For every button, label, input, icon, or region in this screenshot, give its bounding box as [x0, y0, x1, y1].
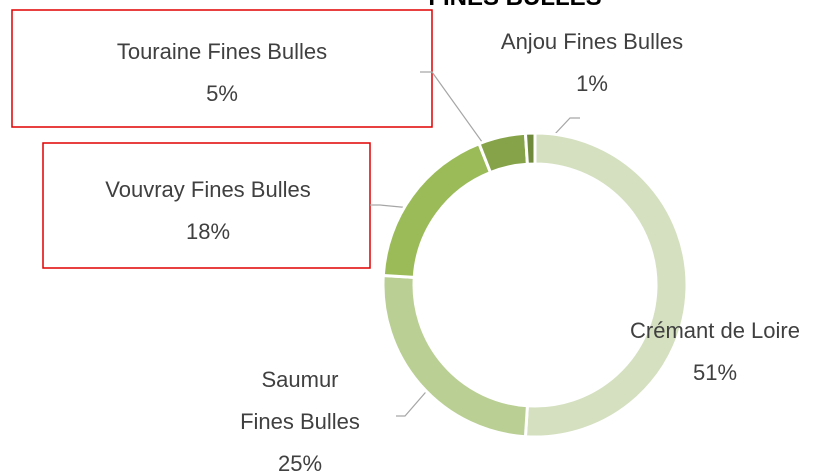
label-box [11, 9, 433, 128]
category-label: Anjou Fines Bulles [500, 29, 684, 54]
donut-segment [523, 131, 537, 166]
category-label: Vouvray Fines Bulles [105, 177, 311, 202]
category-label: Saumur Fines Bulles [240, 367, 360, 434]
data-label: Touraine Fines Bulles 5% [22, 31, 422, 115]
category-label: Crémant de Loire [630, 318, 800, 343]
donut-segment [381, 141, 493, 279]
donut-segment [523, 131, 689, 439]
donut-segment [381, 273, 529, 439]
data-label: Vouvray Fines Bulles 18% [48, 169, 368, 253]
value-label: 51% [692, 360, 738, 385]
chart-title: FINES BULLES [428, 0, 601, 12]
data-label: Anjou Fines Bulles 1% [442, 21, 742, 105]
value-label: 1% [576, 71, 608, 96]
data-label: Saumur Fines Bulles 25% [236, 359, 364, 475]
category-label: Touraine Fines Bulles [116, 39, 328, 64]
data-label: Crémant de Loire 51% [585, 310, 839, 394]
value-label: 5% [206, 81, 238, 106]
leader-line [420, 71, 496, 161]
value-label: 25% [277, 451, 323, 475]
value-label: 18% [185, 219, 231, 244]
